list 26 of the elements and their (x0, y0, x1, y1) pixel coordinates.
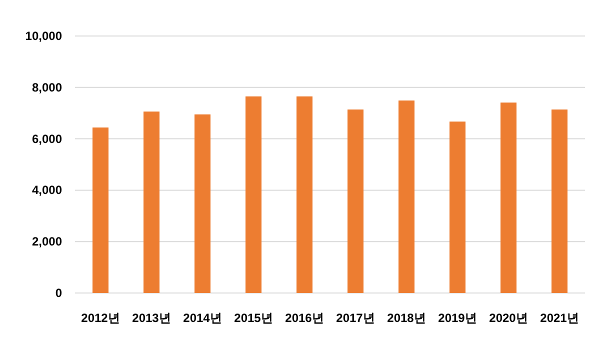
y-tick-label: 4,000 (32, 183, 62, 198)
bar (296, 96, 312, 293)
bar (450, 122, 466, 293)
x-tick-label: 2018년 (387, 311, 426, 325)
y-tick-label: 8,000 (32, 80, 62, 94)
x-tick-label: 2021년 (540, 311, 579, 325)
bar (246, 96, 262, 293)
bar (144, 112, 160, 293)
y-tick-label: 0 (55, 286, 62, 300)
x-tick-label: 2014년 (183, 311, 222, 325)
x-tick-label: 2016년 (285, 311, 324, 325)
x-tick-label: 2015년 (234, 311, 273, 325)
bar (398, 100, 414, 293)
bar (500, 102, 516, 293)
x-tick-label: 2013년 (132, 311, 171, 325)
bar (92, 127, 108, 293)
x-tick-label: 2020년 (489, 311, 528, 325)
bar (348, 110, 364, 293)
bar (552, 110, 568, 293)
x-tick-label: 2017년 (336, 311, 375, 325)
x-tick-label: 2019년 (438, 311, 477, 325)
y-tick-label: 10,000 (25, 29, 62, 43)
bar (194, 114, 210, 293)
y-tick-label: 6,000 (32, 132, 62, 146)
x-tick-label: 2012년 (81, 311, 120, 325)
y-tick-label: 2,000 (32, 234, 62, 249)
